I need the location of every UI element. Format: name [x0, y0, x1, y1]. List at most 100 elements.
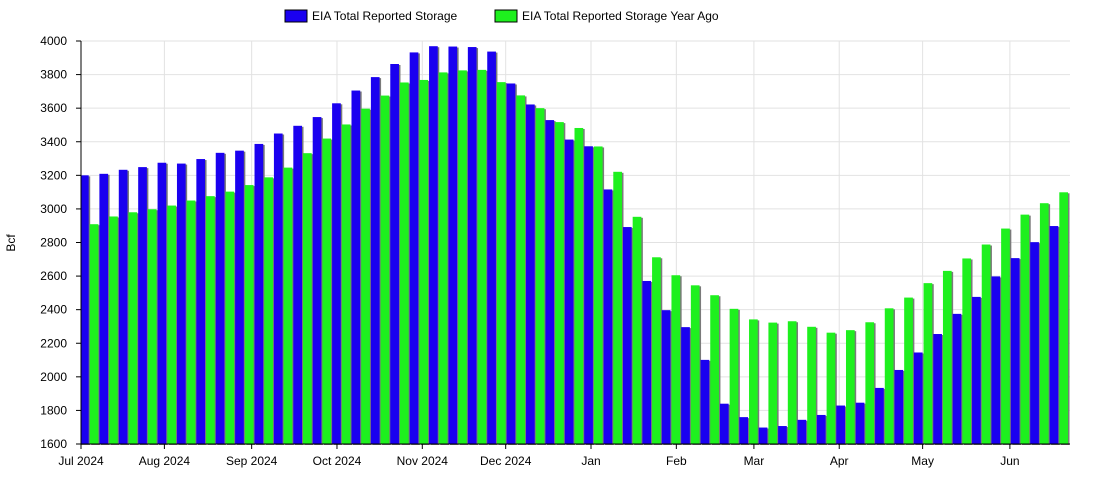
bar-year-ago — [419, 79, 429, 444]
bar-current — [1030, 242, 1039, 444]
y-tick-label: 3800 — [40, 68, 67, 82]
x-tick-label: Jan — [581, 454, 600, 468]
bar-current — [622, 227, 632, 444]
bar-current — [739, 417, 749, 444]
bar-current — [894, 369, 904, 444]
bar-current — [584, 146, 593, 444]
bar-current — [429, 46, 438, 445]
bar-current — [215, 152, 225, 444]
bar-current — [719, 403, 729, 444]
bar-year-ago — [710, 295, 719, 444]
y-tick-label: 2800 — [40, 236, 67, 250]
bars — [81, 46, 1070, 445]
y-tick-label: 2200 — [40, 336, 67, 350]
bar-current — [913, 352, 923, 444]
y-tick-label: 3400 — [40, 135, 67, 149]
y-tick-label: 3600 — [40, 101, 67, 115]
bar-year-ago — [962, 258, 972, 444]
bar-current — [196, 159, 206, 444]
bar-year-ago — [652, 257, 661, 444]
bar-current — [157, 162, 167, 445]
bar-year-ago — [128, 212, 138, 444]
bar-current — [467, 47, 477, 445]
bar-year-ago — [1020, 214, 1030, 444]
bar-year-ago — [555, 122, 564, 444]
bar-current — [603, 189, 613, 444]
bar-year-ago — [322, 138, 332, 445]
x-tick-labels: Jul 2024 Aug 2024 Sep 2024 Oct 2024 Nov 2024… — [58, 454, 1019, 468]
bar-current — [409, 52, 419, 444]
bar-year-ago — [89, 224, 99, 444]
bar-current — [254, 143, 264, 444]
bar-current — [758, 427, 768, 444]
bar-current — [778, 426, 787, 444]
bar-year-ago — [458, 70, 467, 445]
bar-year-ago — [167, 205, 176, 444]
legend-label-current: EIA Total Reported Storage — [312, 9, 458, 23]
bar-year-ago — [186, 200, 196, 444]
bar-current — [293, 125, 303, 445]
bar-year-ago — [303, 153, 312, 444]
bar-year-ago — [109, 216, 118, 444]
bar-year-ago — [904, 297, 913, 444]
bar-current — [681, 327, 690, 444]
bar-year-ago — [361, 108, 370, 445]
bar-current — [138, 167, 147, 445]
y-tick-label: 1800 — [40, 403, 67, 417]
y-axis-title: Bcf — [4, 234, 18, 252]
bar-year-ago — [1039, 203, 1049, 444]
x-tick-label: Aug 2024 — [139, 454, 191, 468]
bar-current — [797, 419, 807, 444]
bar-year-ago — [981, 244, 991, 444]
bar-year-ago — [380, 95, 390, 445]
y-tick-label: 4000 — [40, 34, 67, 48]
bar-year-ago — [496, 82, 506, 444]
y-tick-labels: 1600 1800 2000 2200 2400 2600 2800 3000 3200 3400… — [40, 34, 67, 451]
bar-year-ago — [671, 275, 681, 444]
bar-year-ago — [438, 72, 448, 444]
bar-current — [875, 387, 884, 444]
y-tick-label: 3200 — [40, 168, 67, 182]
bar-current — [370, 77, 380, 444]
bar-current — [564, 139, 574, 444]
bar-year-ago — [826, 332, 836, 444]
x-tick-label: Nov 2024 — [397, 454, 449, 468]
bar-year-ago — [1001, 228, 1010, 444]
bar-year-ago — [613, 171, 622, 445]
y-tick-label: 2400 — [40, 303, 67, 317]
bar-year-ago — [399, 82, 409, 445]
bar-current — [176, 163, 186, 444]
bar-current — [836, 405, 845, 444]
y-tick-label: 2000 — [40, 370, 67, 384]
y-tick-label: 3000 — [40, 202, 67, 216]
y-tick-label: 2600 — [40, 269, 67, 283]
bar-year-ago — [1059, 192, 1068, 444]
bar-current — [390, 64, 399, 445]
bar-year-ago — [632, 216, 642, 444]
bar-current — [99, 173, 109, 444]
x-tick-label: Dec 2024 — [480, 454, 532, 468]
bar-current — [972, 296, 981, 444]
bar-year-ago — [225, 191, 235, 444]
bar-year-ago — [865, 322, 875, 444]
bar-current — [545, 120, 555, 445]
bar-current — [1010, 258, 1020, 444]
bar-current — [952, 313, 962, 444]
bar-year-ago — [516, 95, 526, 444]
bar-year-ago — [535, 108, 545, 445]
bar-current — [855, 402, 865, 444]
bar-year-ago — [768, 322, 778, 444]
bar-current — [816, 414, 826, 444]
bar-year-ago — [477, 69, 487, 445]
bar-year-ago — [884, 308, 894, 444]
bar-year-ago — [845, 330, 855, 444]
bar-current — [312, 117, 322, 444]
bar-year-ago — [749, 319, 758, 444]
bar-current — [448, 46, 458, 444]
bar-year-ago — [690, 285, 700, 444]
bar-current — [235, 150, 244, 444]
bar-current — [700, 359, 710, 444]
x-tick-label: Apr — [830, 454, 849, 468]
bar-current — [351, 90, 361, 445]
